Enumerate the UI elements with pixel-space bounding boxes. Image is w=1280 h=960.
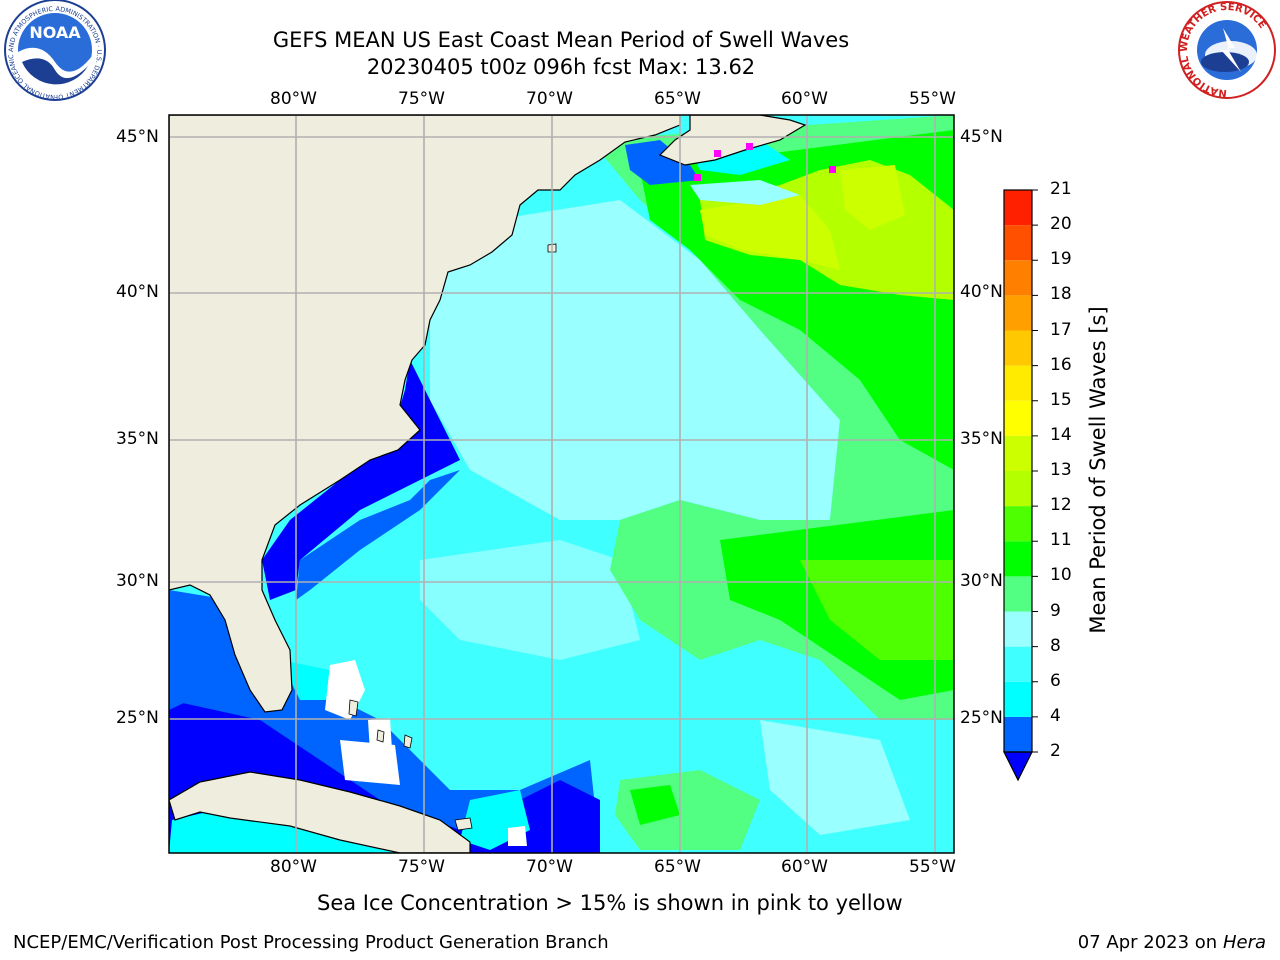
lon-label-bottom: 75°W (398, 857, 445, 877)
noaa-logo: NOAA NATIONAL OCEANIC AND ATMOSPHERIC AD… (0, 0, 106, 101)
colorbar-tick-label: 10 (1050, 565, 1072, 586)
lon-label-top: 65°W (654, 89, 701, 109)
swell-max-region (700, 195, 840, 270)
lat-label-right: 45°N (960, 127, 1003, 147)
colorbar-tick-label: 15 (1050, 389, 1072, 410)
colorbar-tick-label: 2 (1050, 741, 1061, 761)
run-date: 07 Apr 2023 on Hera (1078, 932, 1266, 953)
colorbar-label: Mean Period of Swell Waves [s] (1086, 306, 1110, 634)
lon-label-bottom: 70°W (526, 857, 573, 877)
lat-label-right: 30°N (960, 571, 1003, 591)
colorbar-tick-label: 9 (1050, 600, 1061, 621)
sea-ice-marker (694, 174, 701, 181)
colorbar-tick-label: 8 (1050, 635, 1061, 656)
nws-logo: NATIONAL WEATHER SERVICE (1178, 1, 1276, 99)
lon-label-top: 75°W (398, 89, 445, 109)
map-frame (168, 114, 955, 854)
lon-label-top: 55°W (909, 89, 956, 109)
lon-label-top: 80°W (270, 89, 317, 109)
lat-label-right: 35°N (960, 429, 1003, 449)
colorbar-tick-label: 13 (1050, 460, 1072, 480)
colorbar-tick-label: 18 (1050, 284, 1072, 305)
sea-ice-marker (714, 150, 721, 157)
noaa-logo-text: NOAA (29, 23, 81, 42)
cuba-land (169, 771, 471, 853)
sea-ice-marker (829, 166, 836, 173)
lat-label-left: 40°N (116, 282, 159, 302)
nova-scotia-land (658, 115, 807, 166)
graticule (169, 115, 954, 853)
lat-label-left: 45°N (116, 127, 159, 147)
host-name: Hera (1222, 932, 1266, 953)
lat-label-left: 35°N (116, 429, 159, 449)
colorbar-tick-label: 17 (1050, 319, 1072, 340)
lon-label-top: 60°W (781, 89, 828, 109)
colorbar-tick-label: 14 (1050, 424, 1072, 445)
credit-text: NCEP/EMC/Verification Post Processing Pr… (13, 932, 609, 953)
sea-ice-marker (746, 143, 753, 150)
lon-label-bottom: 80°W (270, 857, 317, 877)
lon-label-bottom: 65°W (654, 857, 701, 877)
colorbar-tick-label: 20 (1050, 214, 1072, 235)
sea-ice-note: Sea Ice Concentration > 15% is shown in … (317, 891, 903, 915)
lon-label-bottom: 55°W (909, 857, 956, 877)
colorbar-tick-label: 11 (1050, 530, 1072, 551)
colorbar-tick-label: 16 (1050, 354, 1072, 375)
colorbar-tick-label: 21 (1050, 179, 1072, 199)
lat-label-right: 25°N (960, 708, 1003, 728)
colorbar-tick-label: 6 (1050, 670, 1061, 691)
colorbar-tick-label: 12 (1050, 495, 1072, 516)
lon-label-top: 70°W (526, 89, 573, 109)
lat-label-right: 40°N (960, 282, 1003, 302)
colorbar-tick-label: 4 (1050, 705, 1061, 726)
lat-label-left: 25°N (116, 708, 159, 728)
lat-label-left: 30°N (116, 571, 159, 591)
run-date-text: 07 Apr 2023 on (1077, 932, 1223, 953)
chart-subtitle: 20230405 t00z 096h fcst Max: 13.62 (366, 55, 756, 79)
chart-title: GEFS MEAN US East Coast Mean Period of S… (272, 28, 850, 52)
colorbar-tick-label: 19 (1050, 249, 1072, 270)
lon-label-bottom: 60°W (781, 857, 828, 877)
